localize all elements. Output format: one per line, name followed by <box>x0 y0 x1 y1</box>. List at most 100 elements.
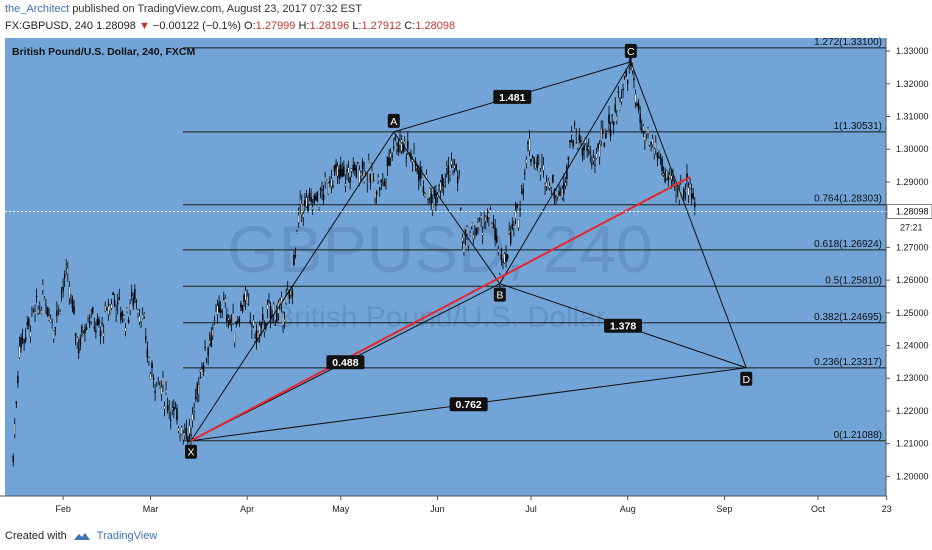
candle-body <box>24 337 27 341</box>
candle-body <box>106 308 108 311</box>
candle-body <box>653 148 655 154</box>
candle-body <box>419 167 422 179</box>
candle-body <box>324 176 326 183</box>
point-box <box>493 287 506 302</box>
candle-body <box>118 297 121 301</box>
candle-body <box>42 284 44 291</box>
candle-body <box>299 199 301 205</box>
candle-body <box>645 139 648 141</box>
candle-body <box>12 455 14 463</box>
candle-body <box>559 186 562 188</box>
candle-body <box>611 114 613 116</box>
price-tick-label: 1.20000 <box>896 471 929 481</box>
candle-body <box>583 145 585 151</box>
candle-body <box>252 320 255 326</box>
candle-body <box>343 166 345 176</box>
candle-body <box>180 427 183 435</box>
candle-body <box>325 179 328 181</box>
candle-body <box>257 332 259 341</box>
candle-body <box>481 232 484 236</box>
candle-body <box>469 232 471 236</box>
candle-body <box>405 157 407 159</box>
candle-body <box>528 138 531 151</box>
candle-body <box>533 158 535 165</box>
candle-body <box>187 436 189 443</box>
candle-body <box>597 143 599 149</box>
candle-body <box>137 309 139 314</box>
candle-body <box>294 255 297 257</box>
price-tick-label: 1.33000 <box>896 46 929 56</box>
price-axis[interactable] <box>886 38 932 496</box>
candle-body <box>651 138 654 145</box>
candle-body <box>594 164 596 166</box>
candle-body <box>127 319 130 323</box>
candle-body <box>591 163 593 165</box>
candle-body <box>667 176 670 181</box>
candle-body <box>174 407 177 409</box>
candle-body <box>316 191 319 202</box>
time-tick-label: 23 <box>882 504 892 514</box>
candle-body <box>383 181 386 186</box>
candle-body <box>46 307 49 317</box>
time-axis[interactable] <box>0 496 932 518</box>
candle-body <box>417 170 420 181</box>
candle-body <box>494 227 496 241</box>
candle-body <box>70 298 72 300</box>
candle-body <box>254 338 256 342</box>
fib-label: 1.272(1.33100) <box>814 37 882 48</box>
candle-body <box>266 304 269 310</box>
candle-body <box>310 196 312 203</box>
candle-body <box>675 192 677 194</box>
candle-body <box>81 325 83 333</box>
candle-body <box>378 187 381 191</box>
candle-body <box>40 310 43 314</box>
candle-body <box>23 340 25 344</box>
candle-body <box>205 359 208 361</box>
tradingview-link[interactable]: TradingView <box>96 530 158 542</box>
candle-body <box>191 414 194 421</box>
candle-body <box>520 191 523 193</box>
candle-body <box>134 289 136 300</box>
watermark-symbol: GBPUSD, 240 <box>227 212 653 286</box>
candle-body <box>102 332 105 337</box>
candle-body <box>176 408 178 421</box>
candle-body <box>179 436 181 438</box>
candle-body <box>138 315 141 323</box>
candle-body <box>422 186 425 193</box>
candle-body <box>240 303 242 308</box>
candle-body <box>165 389 167 393</box>
candle-body <box>247 301 250 303</box>
candle-body <box>413 150 415 152</box>
pattern-leg-BC <box>499 61 632 284</box>
candle-body <box>581 147 584 156</box>
candle-body <box>447 165 450 175</box>
point-label: D <box>742 374 750 386</box>
candle-body <box>90 317 92 322</box>
candle-body <box>480 215 482 219</box>
candle-body <box>48 316 50 321</box>
candle-body <box>199 369 202 372</box>
candle-body <box>243 294 245 302</box>
ratio-box <box>449 397 488 412</box>
candle-body <box>570 132 573 135</box>
author-link[interactable]: the_Architect <box>5 3 70 15</box>
candle-body <box>358 170 361 183</box>
time-tick-label: Apr <box>240 504 254 514</box>
candle-body <box>154 390 156 393</box>
candle-body <box>577 142 579 149</box>
trendline[interactable] <box>190 176 691 442</box>
watermark-name: British Pound/U.S. Dollar <box>274 301 606 334</box>
candle-body <box>230 323 233 325</box>
candle-body <box>578 134 581 141</box>
candle-body <box>293 254 295 265</box>
candle-body <box>658 156 660 158</box>
candle-body <box>388 158 390 166</box>
candle-body <box>489 208 492 210</box>
candle-body <box>160 387 163 395</box>
point-label: C <box>627 46 635 58</box>
candle-body <box>207 348 209 357</box>
candle-body <box>567 156 570 160</box>
candle-body <box>93 326 96 329</box>
ratio-box <box>604 318 643 333</box>
